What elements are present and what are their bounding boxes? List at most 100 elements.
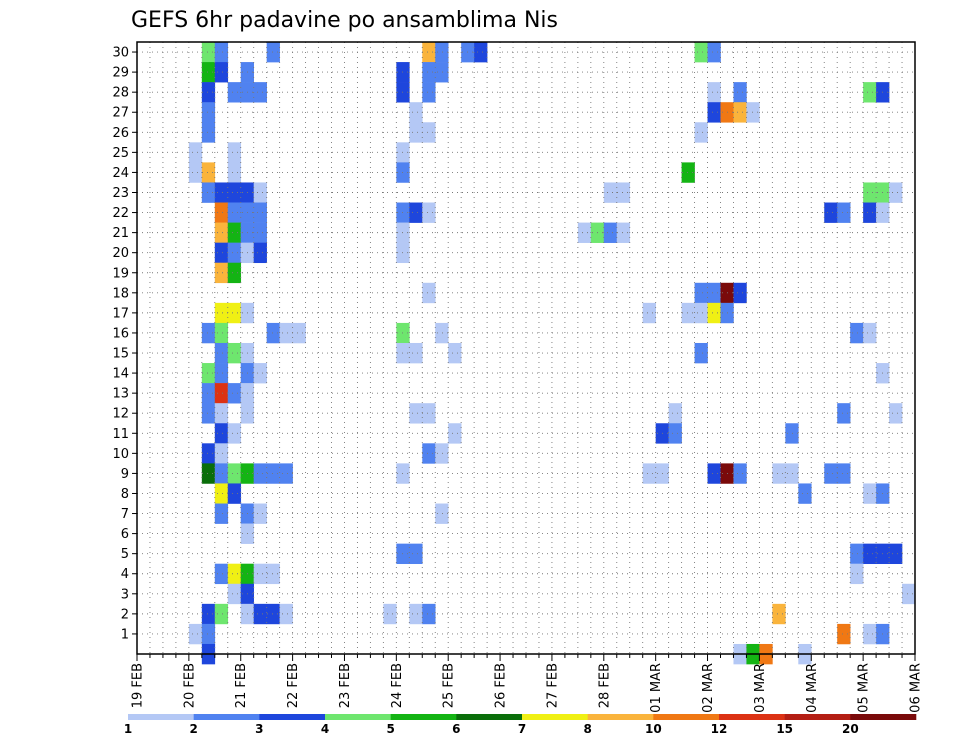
precip-cell xyxy=(707,302,721,324)
precip-cell xyxy=(201,322,216,344)
legend-swatch xyxy=(193,714,260,720)
precip-cell xyxy=(863,623,877,645)
precip-cell xyxy=(279,322,293,344)
precip-cell xyxy=(694,282,708,304)
precip-cell xyxy=(707,282,721,304)
y-tick-label: 22 xyxy=(112,206,129,221)
precip-cell xyxy=(850,543,864,565)
precip-cell xyxy=(850,322,864,344)
precip-cell xyxy=(214,262,229,284)
y-tick-label: 19 xyxy=(112,266,129,281)
x-tick-label: 19 FEB xyxy=(131,663,146,708)
precip-cell xyxy=(227,222,242,243)
precip-cell xyxy=(201,443,216,464)
precip-cell xyxy=(772,463,786,484)
y-tick-label: 1 xyxy=(121,627,129,642)
precip-cell xyxy=(227,423,242,444)
precip-cell xyxy=(422,122,436,143)
precip-cell xyxy=(707,102,721,123)
y-tick-label: 8 xyxy=(121,487,129,502)
precip-cell xyxy=(227,383,242,404)
precip-cell xyxy=(201,383,216,404)
y-tick-label: 12 xyxy=(112,407,129,422)
precip-cell xyxy=(201,42,216,63)
legend-label: 10 xyxy=(645,722,662,736)
precip-cell xyxy=(214,423,229,444)
precip-cell xyxy=(253,82,267,103)
precip-cell xyxy=(201,623,216,645)
precip-cell xyxy=(824,463,838,484)
gridlines xyxy=(137,42,915,654)
precip-cell xyxy=(214,62,229,83)
precip-cell xyxy=(785,463,799,484)
precip-cell xyxy=(214,342,229,364)
precip-cell xyxy=(694,302,708,324)
precip-cell xyxy=(201,62,216,83)
precip-cell xyxy=(214,202,229,223)
x-tick-label: 05 MAR xyxy=(857,663,872,713)
y-tick-label: 20 xyxy=(112,246,129,261)
y-tick-label: 27 xyxy=(112,106,129,121)
precip-cell xyxy=(227,182,242,203)
precip-cell xyxy=(889,182,903,203)
precip-cell xyxy=(227,302,242,324)
legend-swatch xyxy=(587,714,654,720)
legend-label: 6 xyxy=(452,722,460,736)
precip-cell xyxy=(266,463,280,484)
precip-cell xyxy=(603,182,618,203)
precip-cell xyxy=(422,403,436,424)
precip-cell xyxy=(707,463,721,484)
precip-cell xyxy=(279,463,293,484)
legend-label: 8 xyxy=(583,722,591,736)
precip-cell xyxy=(642,463,656,484)
precip-cell xyxy=(422,42,436,63)
y-tick-label: 13 xyxy=(112,387,129,402)
heatmap-cells xyxy=(188,42,916,665)
precip-cell xyxy=(642,302,656,324)
precip-cell xyxy=(227,262,242,284)
precip-cell xyxy=(227,342,242,364)
precip-cell xyxy=(902,583,916,605)
precip-cell xyxy=(422,282,436,304)
legend-swatch xyxy=(325,714,391,720)
precip-cell xyxy=(603,222,618,243)
precip-cell xyxy=(681,162,695,183)
precip-cell xyxy=(474,42,488,63)
x-tick-label: 21 FEB xyxy=(234,663,249,708)
precip-cell xyxy=(188,142,203,163)
y-tick-label: 7 xyxy=(121,507,129,522)
y-axis: 1234567891011121314151617181920212223242… xyxy=(112,46,137,642)
x-axis: 19 FEB 20 FEB 21 FEB 22 FEB 23 FEB 24 FEB 25 F… xyxy=(131,654,924,713)
precip-cell xyxy=(863,202,877,223)
x-tick-label: 27 FEB xyxy=(545,663,560,708)
precip-cell xyxy=(422,62,436,83)
precip-cell xyxy=(253,222,267,243)
legend-label: 1 xyxy=(124,722,132,736)
precip-cell xyxy=(214,443,229,464)
precip-cell xyxy=(616,182,631,203)
precip-cell xyxy=(227,142,242,163)
precip-cell xyxy=(201,82,216,103)
precip-cell xyxy=(214,483,229,504)
precip-cell xyxy=(214,563,229,585)
precip-cell xyxy=(279,603,293,625)
precip-cell xyxy=(253,503,267,524)
precip-cell xyxy=(435,503,449,524)
y-tick-label: 23 xyxy=(112,186,129,201)
precip-cell xyxy=(422,603,436,625)
precip-cell xyxy=(227,82,242,103)
chart-title: GEFS 6hr padavine po ansamblima Nis xyxy=(131,8,558,33)
x-tick-label: 26 FEB xyxy=(494,663,509,708)
precip-cell xyxy=(253,242,267,264)
precip-cell xyxy=(214,42,229,63)
precip-cell xyxy=(668,403,682,424)
y-tick-label: 2 xyxy=(121,607,129,622)
precip-cell xyxy=(863,483,877,504)
precip-cell xyxy=(214,603,229,625)
precip-cell xyxy=(214,322,229,344)
precip-cell xyxy=(227,242,242,264)
precip-cell xyxy=(837,623,851,645)
legend-swatch xyxy=(456,714,523,720)
y-tick-label: 11 xyxy=(112,427,129,442)
precip-cell xyxy=(863,82,877,103)
